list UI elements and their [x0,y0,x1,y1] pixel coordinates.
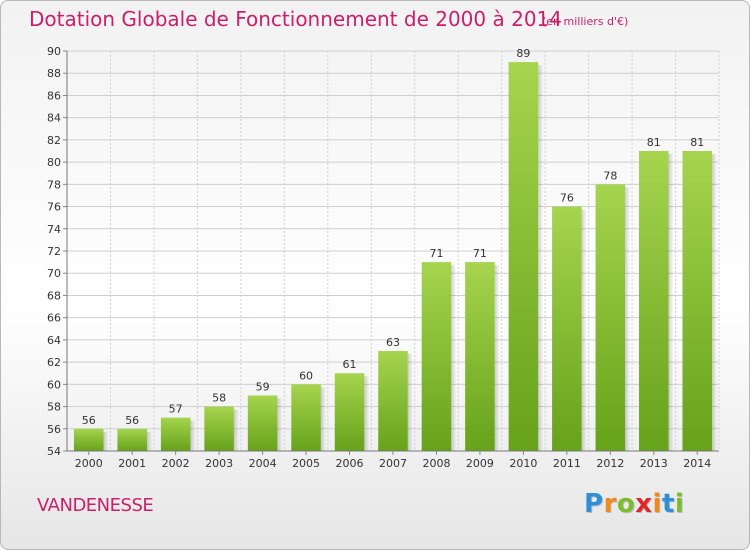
bar-shadow [407,354,413,451]
x-tick-label: 2014 [683,457,711,470]
x-tick-label: 2011 [553,457,581,470]
logo-letter: r [603,489,617,519]
bar-shadow [320,387,326,451]
x-tick-label: 2007 [379,457,407,470]
bar-shadow [538,65,544,451]
y-tick-label: 64 [47,334,61,347]
x-tick-label: 2006 [336,457,364,470]
y-tick-label: 72 [47,245,61,258]
bar [73,428,104,451]
bar-value-label: 61 [343,358,357,371]
bar-shadow [233,409,239,451]
y-tick-label: 90 [47,45,61,58]
bar-shadow [451,265,457,451]
x-tick-label: 2001 [118,457,146,470]
y-tick-label: 60 [47,378,61,391]
bar-value-label: 56 [125,414,139,427]
x-tick-label: 2003 [205,457,233,470]
bar-shadow [712,154,718,451]
logo-letter: i [674,489,685,519]
y-tick-label: 82 [47,134,61,147]
x-tick-label: 2004 [249,457,277,470]
y-tick-label: 84 [47,112,61,125]
chart-title: Dotation Globale de Fonctionnement de 20… [29,7,562,31]
bar-value-label: 78 [603,169,617,182]
x-tick-label: 2009 [466,457,494,470]
bar [160,417,191,451]
bar-shadow [103,431,109,451]
logo-letter: i [652,489,662,519]
bar [682,151,713,451]
bar-value-label: 58 [212,392,226,405]
bar-value-label: 71 [473,247,487,260]
y-tick-label: 68 [47,289,61,302]
y-tick-label: 74 [47,223,61,236]
bar-value-label: 76 [560,192,574,205]
y-tick-label: 62 [47,356,61,369]
x-tick-label: 2008 [422,457,450,470]
y-tick-label: 70 [47,267,61,280]
bar-value-label: 63 [386,336,400,349]
proxiti-logo: Proxiti [584,489,684,519]
bar-shadow [277,398,283,451]
x-tick-label: 2002 [162,457,190,470]
bar-value-label: 56 [82,414,96,427]
bar-value-label: 81 [647,136,661,149]
y-tick-label: 76 [47,201,61,214]
x-tick-label: 2010 [509,457,537,470]
bar [595,184,626,452]
y-tick-label: 56 [47,423,61,436]
x-tick-label: 2000 [75,457,103,470]
bar-shadow [668,154,674,451]
chart-subtitle: (en milliers d'€) [542,15,629,28]
bar-shadow [190,420,196,451]
bar [465,262,495,451]
bar [421,262,452,451]
bar [552,206,582,451]
y-tick-label: 58 [47,401,61,414]
bar-shadow [625,187,631,452]
bar-shadow [146,431,152,451]
bar [378,351,408,451]
bar [291,384,321,451]
y-tick-label: 86 [47,89,61,102]
bar-shadow [494,265,500,451]
logo-letter: t [661,489,675,519]
y-tick-label: 66 [47,312,61,325]
bar [639,151,669,451]
y-tick-label: 88 [47,67,61,80]
bar-value-label: 59 [256,380,270,393]
bar-value-label: 57 [169,403,183,416]
x-tick-label: 2013 [640,457,668,470]
x-tick-label: 2005 [292,457,320,470]
bar [247,395,278,451]
y-tick-label: 78 [47,178,61,191]
bar [204,406,234,451]
bar-value-label: 71 [429,247,443,260]
bar-value-label: 81 [690,136,704,149]
logo-letter: o [616,489,636,519]
y-tick-label: 80 [47,156,61,169]
logo-letter: x [635,489,653,519]
bar-shadow [364,376,370,451]
bar [117,428,147,451]
bar-shadow [581,209,587,451]
bar-value-label: 60 [299,369,313,382]
bar-value-label: 89 [516,47,530,60]
y-tick-label: 54 [47,445,61,458]
bar [508,62,539,451]
x-tick-label: 2012 [596,457,624,470]
bar [334,373,365,451]
commune-name: VANDENESSE [37,495,154,516]
logo-letter: P [584,489,604,519]
